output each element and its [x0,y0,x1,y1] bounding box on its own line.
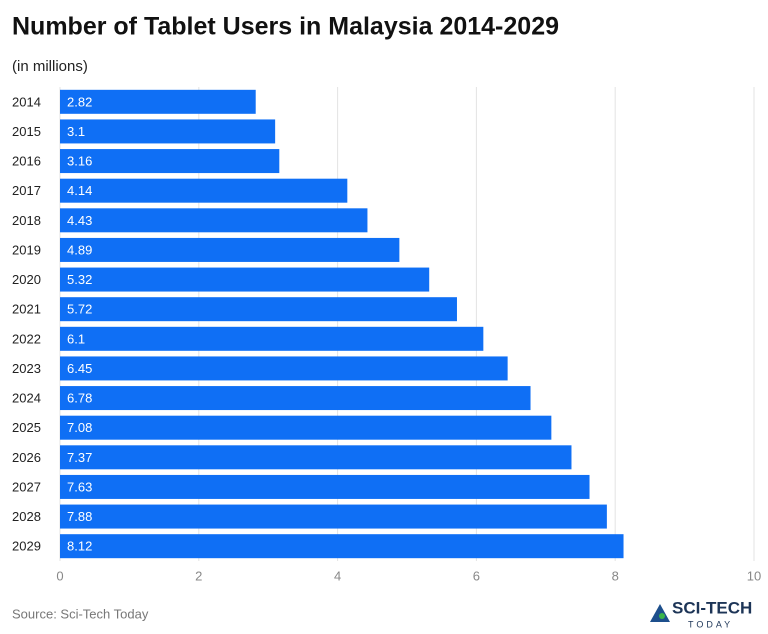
bar [60,386,531,411]
chart-title: Number of Tablet Users in Malaysia 2014-… [12,13,559,41]
x-tick-label: 2 [195,568,202,583]
value-label: 5.72 [67,302,92,317]
y-tick-label: 2020 [12,272,41,287]
value-label: 7.08 [67,420,92,435]
y-tick-label: 2023 [12,361,41,376]
y-tick-label: 2025 [12,420,41,435]
x-tick-label: 6 [473,568,480,583]
value-label: 6.1 [67,331,85,346]
y-tick-label: 2022 [12,331,41,346]
bar [60,504,607,529]
y-tick-label: 2029 [12,539,41,554]
bar [60,415,552,440]
value-label: 2.82 [67,94,92,109]
logo-tagline: TODAY [688,619,733,629]
bar [60,89,256,114]
logo: SCI-TECH TODAY [650,598,752,629]
bar [60,356,508,381]
value-label: 4.89 [67,242,92,257]
bar [60,297,457,322]
y-tick-label: 2024 [12,391,41,406]
value-label: 3.1 [67,124,85,139]
value-label: 4.14 [67,183,92,198]
bar [60,445,572,470]
y-tick-label: 2021 [12,302,41,317]
y-tick-label: 2017 [12,183,41,198]
logo-name: SCI-TECH [672,598,752,617]
bar [60,178,348,203]
value-label: 4.43 [67,213,92,228]
bar [60,474,590,499]
value-label: 7.37 [67,450,92,465]
bar [60,208,368,233]
x-tick-label: 0 [56,568,63,583]
value-label: 6.78 [67,391,92,406]
value-label: 6.45 [67,361,92,376]
y-tick-label: 2028 [12,509,41,524]
bar [60,534,624,559]
x-tick-label: 10 [747,568,761,583]
x-tick-label: 4 [334,568,341,583]
x-tick-label: 8 [612,568,619,583]
bar [60,326,484,351]
bar [60,237,400,262]
y-tick-label: 2027 [12,479,41,494]
value-label: 7.63 [67,479,92,494]
chart-subtitle: (in millions) [12,58,88,75]
value-label: 3.16 [67,154,92,169]
y-tick-label: 2018 [12,213,41,228]
y-tick-label: 2014 [12,94,41,109]
source: Source: Sci-Tech Today [12,606,149,621]
value-label: 7.88 [67,509,92,524]
y-tick-label: 2026 [12,450,41,465]
y-tick-label: 2019 [12,242,41,257]
logo-dot [659,613,665,619]
value-label: 8.12 [67,539,92,554]
bar [60,119,276,144]
value-label: 5.32 [67,272,92,287]
bar [60,267,430,292]
y-tick-label: 2016 [12,154,41,169]
y-tick-label: 2015 [12,124,41,139]
bar [60,149,280,174]
logo-icon [650,604,670,622]
